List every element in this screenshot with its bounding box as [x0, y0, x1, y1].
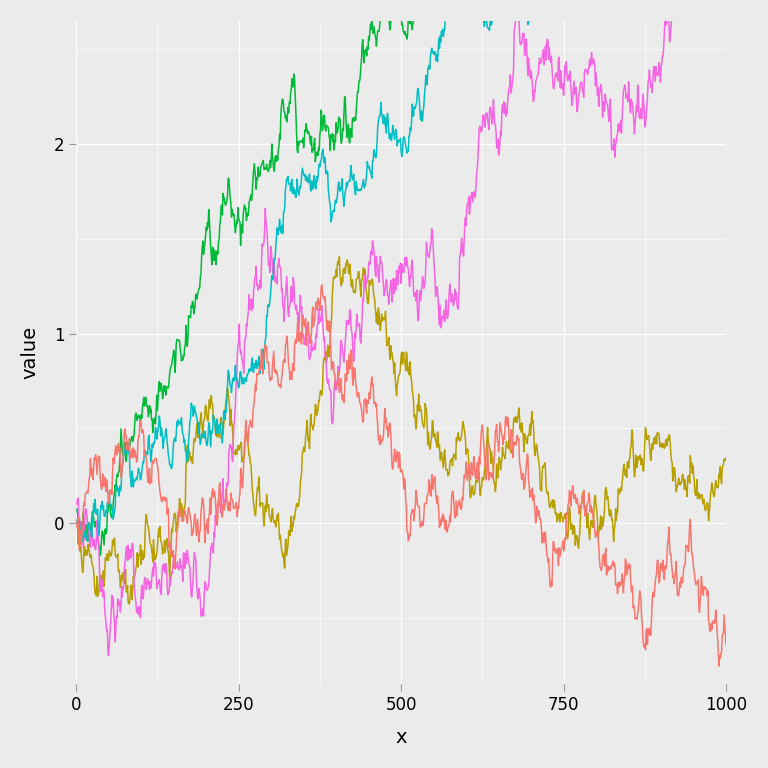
Y-axis label: value: value [21, 326, 40, 379]
X-axis label: x: x [396, 728, 407, 747]
